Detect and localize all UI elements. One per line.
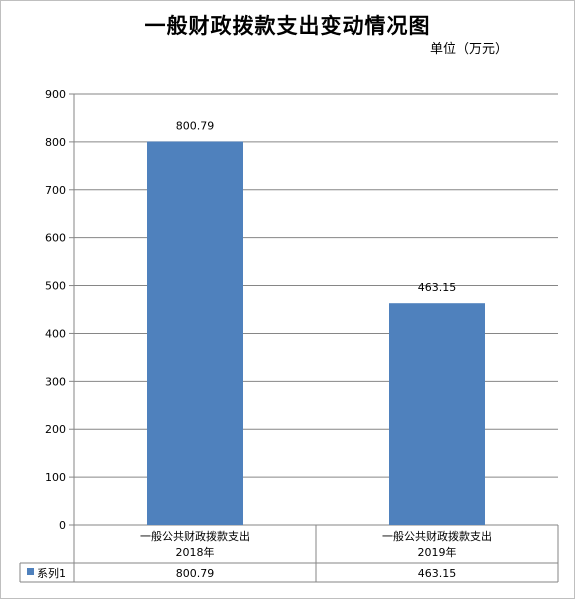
y-tick-label: 500: [45, 280, 66, 293]
unit-label: 单位（万元）: [430, 42, 509, 57]
y-tick-label: 100: [45, 471, 66, 484]
y-tick-label: 900: [45, 88, 66, 101]
data-label: 463.15: [418, 281, 457, 294]
bar: [147, 141, 243, 525]
x-category-label: 2018年: [176, 545, 215, 559]
y-tick-label: 300: [45, 375, 66, 388]
table-value: 463.15: [418, 567, 457, 580]
y-tick-label: 400: [45, 327, 66, 340]
x-category-label: 一般公共财政拨款支出: [382, 529, 492, 543]
y-tick-label: 700: [45, 184, 66, 197]
y-tick-label: 0: [59, 519, 66, 532]
y-tick-label: 200: [45, 423, 66, 436]
legend-swatch: [27, 568, 34, 575]
x-category-label: 2019年: [418, 545, 457, 559]
table-value: 800.79: [176, 567, 215, 580]
y-tick-label: 600: [45, 232, 66, 245]
y-tick-label: 800: [45, 136, 66, 149]
x-category-label: 一般公共财政拨款支出: [140, 529, 250, 543]
chart-title: 一般财政拨款支出变动情况图: [144, 13, 431, 38]
data-label: 800.79: [176, 120, 215, 133]
bar: [389, 303, 485, 525]
legend-label: 系列1: [37, 566, 66, 580]
